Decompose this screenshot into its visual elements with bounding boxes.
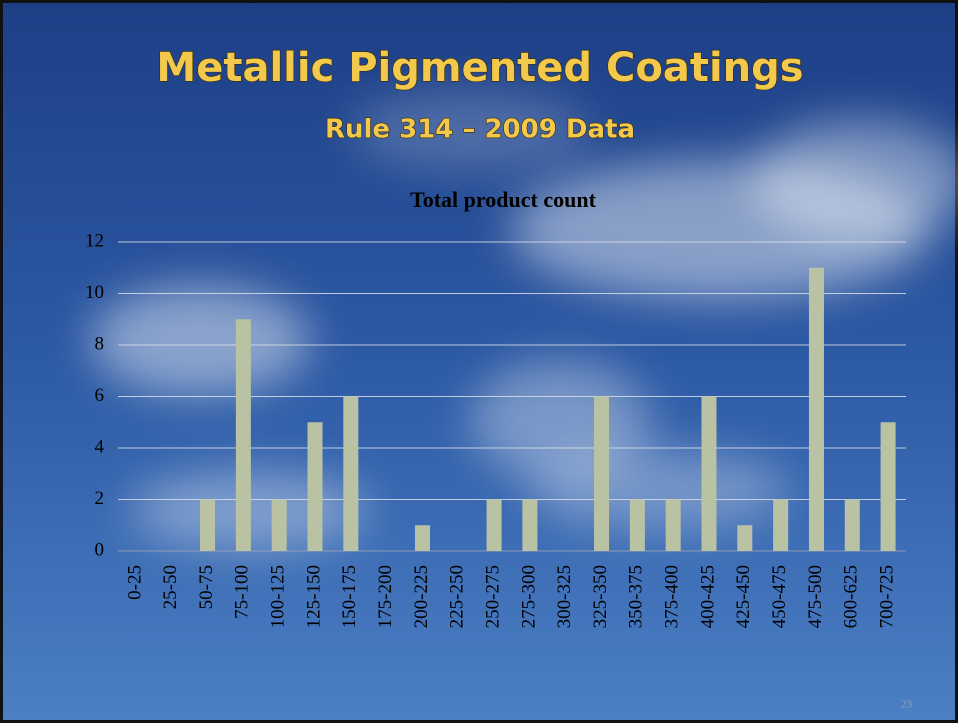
y-tick-label: 10 bbox=[85, 282, 104, 303]
slide-title: Metallic Pigmented Coatings bbox=[156, 45, 803, 91]
x-tick-label: 100-125 bbox=[268, 565, 289, 628]
bar bbox=[307, 422, 323, 551]
bar bbox=[343, 396, 359, 551]
x-tick-label: 200-225 bbox=[411, 565, 432, 628]
bar bbox=[880, 422, 896, 551]
bar bbox=[200, 499, 216, 551]
x-tick-label: 175-200 bbox=[375, 565, 396, 628]
x-tick-label: 225-250 bbox=[447, 565, 468, 628]
y-tick-label: 8 bbox=[95, 333, 105, 354]
x-tick-label: 75-100 bbox=[232, 565, 253, 619]
x-tick-label: 700-725 bbox=[876, 565, 897, 628]
x-tick-label: 350-375 bbox=[626, 565, 647, 628]
bar bbox=[844, 499, 860, 551]
x-tick-label: 475-500 bbox=[805, 565, 826, 628]
bar bbox=[235, 319, 251, 551]
y-tick-label: 6 bbox=[95, 385, 105, 406]
y-tick-label: 12 bbox=[85, 230, 104, 251]
y-tick-label: 0 bbox=[95, 539, 105, 560]
slide-subtitle: Rule 314 – 2009 Data bbox=[325, 115, 635, 145]
x-tick-label: 0-25 bbox=[124, 565, 145, 600]
bar bbox=[773, 499, 789, 551]
x-tick-label: 400-425 bbox=[697, 565, 718, 628]
page-number: 23 bbox=[901, 699, 913, 711]
x-tick-label: 275-300 bbox=[518, 565, 539, 628]
x-tick-label: 25-50 bbox=[160, 565, 181, 609]
bar bbox=[665, 499, 681, 551]
bar bbox=[486, 499, 502, 551]
chart-title: Total product count bbox=[410, 187, 596, 212]
bar bbox=[594, 396, 610, 551]
x-tick-label: 250-275 bbox=[482, 565, 503, 628]
bar bbox=[414, 525, 430, 551]
x-tick-label: 300-325 bbox=[554, 565, 575, 628]
bar bbox=[701, 396, 717, 551]
bar bbox=[522, 499, 538, 551]
bar bbox=[629, 499, 645, 551]
bar bbox=[737, 525, 753, 551]
x-tick-label: 375-400 bbox=[662, 565, 683, 628]
x-tick-label: 150-175 bbox=[339, 565, 360, 628]
bar bbox=[271, 499, 287, 551]
x-tick-label: 325-350 bbox=[590, 565, 611, 628]
x-tick-label: 600-625 bbox=[841, 565, 862, 628]
x-tick-label: 125-150 bbox=[303, 565, 324, 628]
x-tick-label: 50-75 bbox=[196, 565, 217, 609]
y-tick-label: 4 bbox=[95, 436, 105, 457]
y-tick-label: 2 bbox=[95, 488, 105, 509]
x-tick-label: 425-450 bbox=[733, 565, 754, 628]
x-tick-label: 450-475 bbox=[769, 565, 790, 628]
bar bbox=[808, 267, 824, 551]
